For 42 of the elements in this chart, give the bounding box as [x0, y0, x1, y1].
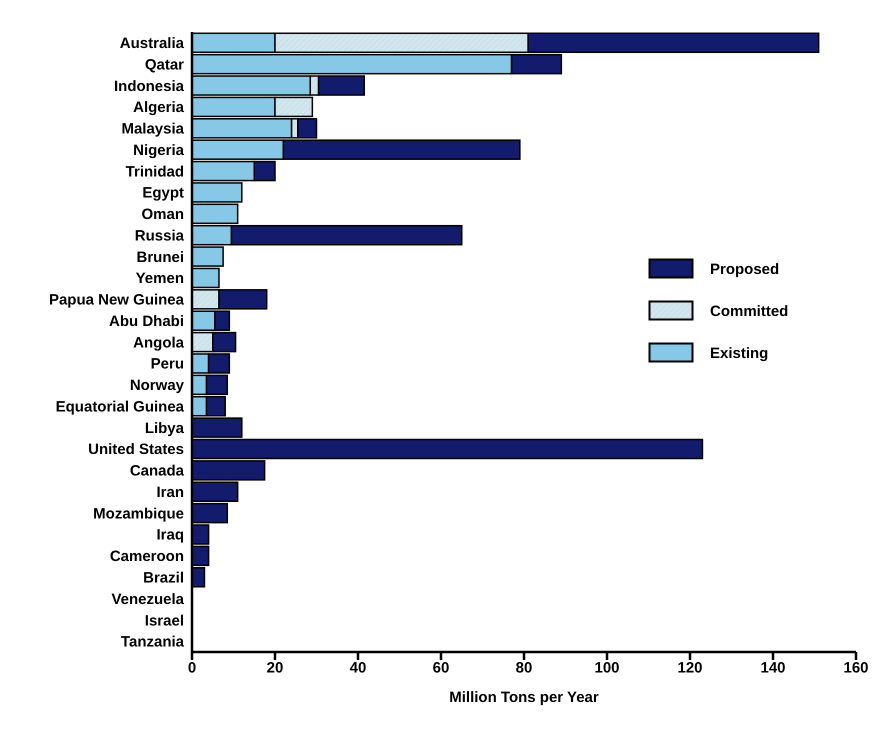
- y-tick-label: Nigeria: [133, 142, 185, 159]
- x-tick-label: 0: [188, 660, 196, 677]
- y-tick-label: Australia: [120, 35, 185, 52]
- y-tick-label: Equatorial Guinea: [56, 398, 185, 416]
- y-tick-label: Peru: [150, 356, 184, 373]
- y-tick-label: Tanzania: [120, 634, 185, 651]
- x-tick-label: 60: [432, 660, 450, 677]
- legend-label: Existing: [710, 344, 768, 362]
- y-tick-label: Egypt: [142, 184, 184, 202]
- y-tick-label: Qatar: [144, 56, 184, 74]
- legend-label: Proposed: [710, 260, 780, 278]
- y-tick-label: Cameroon: [110, 548, 184, 566]
- y-tick-label: United States: [88, 441, 184, 458]
- y-tick-label: Venezuela: [111, 590, 185, 608]
- y-tick-label: Brazil: [143, 569, 184, 586]
- y-tick-label: Mozambique: [93, 505, 184, 522]
- legend-label: Committed: [710, 302, 788, 320]
- y-tick-label: Libya: [144, 420, 185, 437]
- y-tick-label: Trinidad: [126, 163, 184, 180]
- y-tick-label: Iran: [156, 484, 184, 501]
- y-tick-label: Papua New Guinea: [48, 292, 185, 309]
- y-tick-label: Brunei: [136, 248, 184, 266]
- x-tick-label: 140: [760, 660, 786, 677]
- x-tick-label: 20: [266, 660, 284, 677]
- y-tick-label: Algeria: [133, 99, 185, 116]
- y-tick-label: Angola: [133, 334, 185, 352]
- y-tick-label: Canada: [130, 462, 185, 480]
- y-tick-label: Oman: [141, 206, 184, 224]
- y-tick-label: Norway: [130, 377, 185, 394]
- x-tick-label: 120: [677, 660, 703, 677]
- y-tick-label: Yemen: [136, 270, 184, 288]
- y-tick-label: Abu Dhabi: [109, 312, 184, 330]
- y-tick-label: Indonesia: [114, 78, 185, 95]
- x-axis-title: Million Tons per Year: [449, 689, 599, 706]
- y-tick-label: Russia: [134, 227, 185, 244]
- y-tick-label: Malaysia: [121, 120, 185, 138]
- x-tick-label: 80: [516, 660, 532, 677]
- y-tick-label: Iraq: [156, 526, 184, 544]
- x-tick-label: 40: [350, 660, 366, 677]
- x-tick-label: 100: [594, 660, 620, 677]
- x-tick-label: 160: [843, 660, 869, 677]
- y-tick-label: Israel: [144, 612, 184, 630]
